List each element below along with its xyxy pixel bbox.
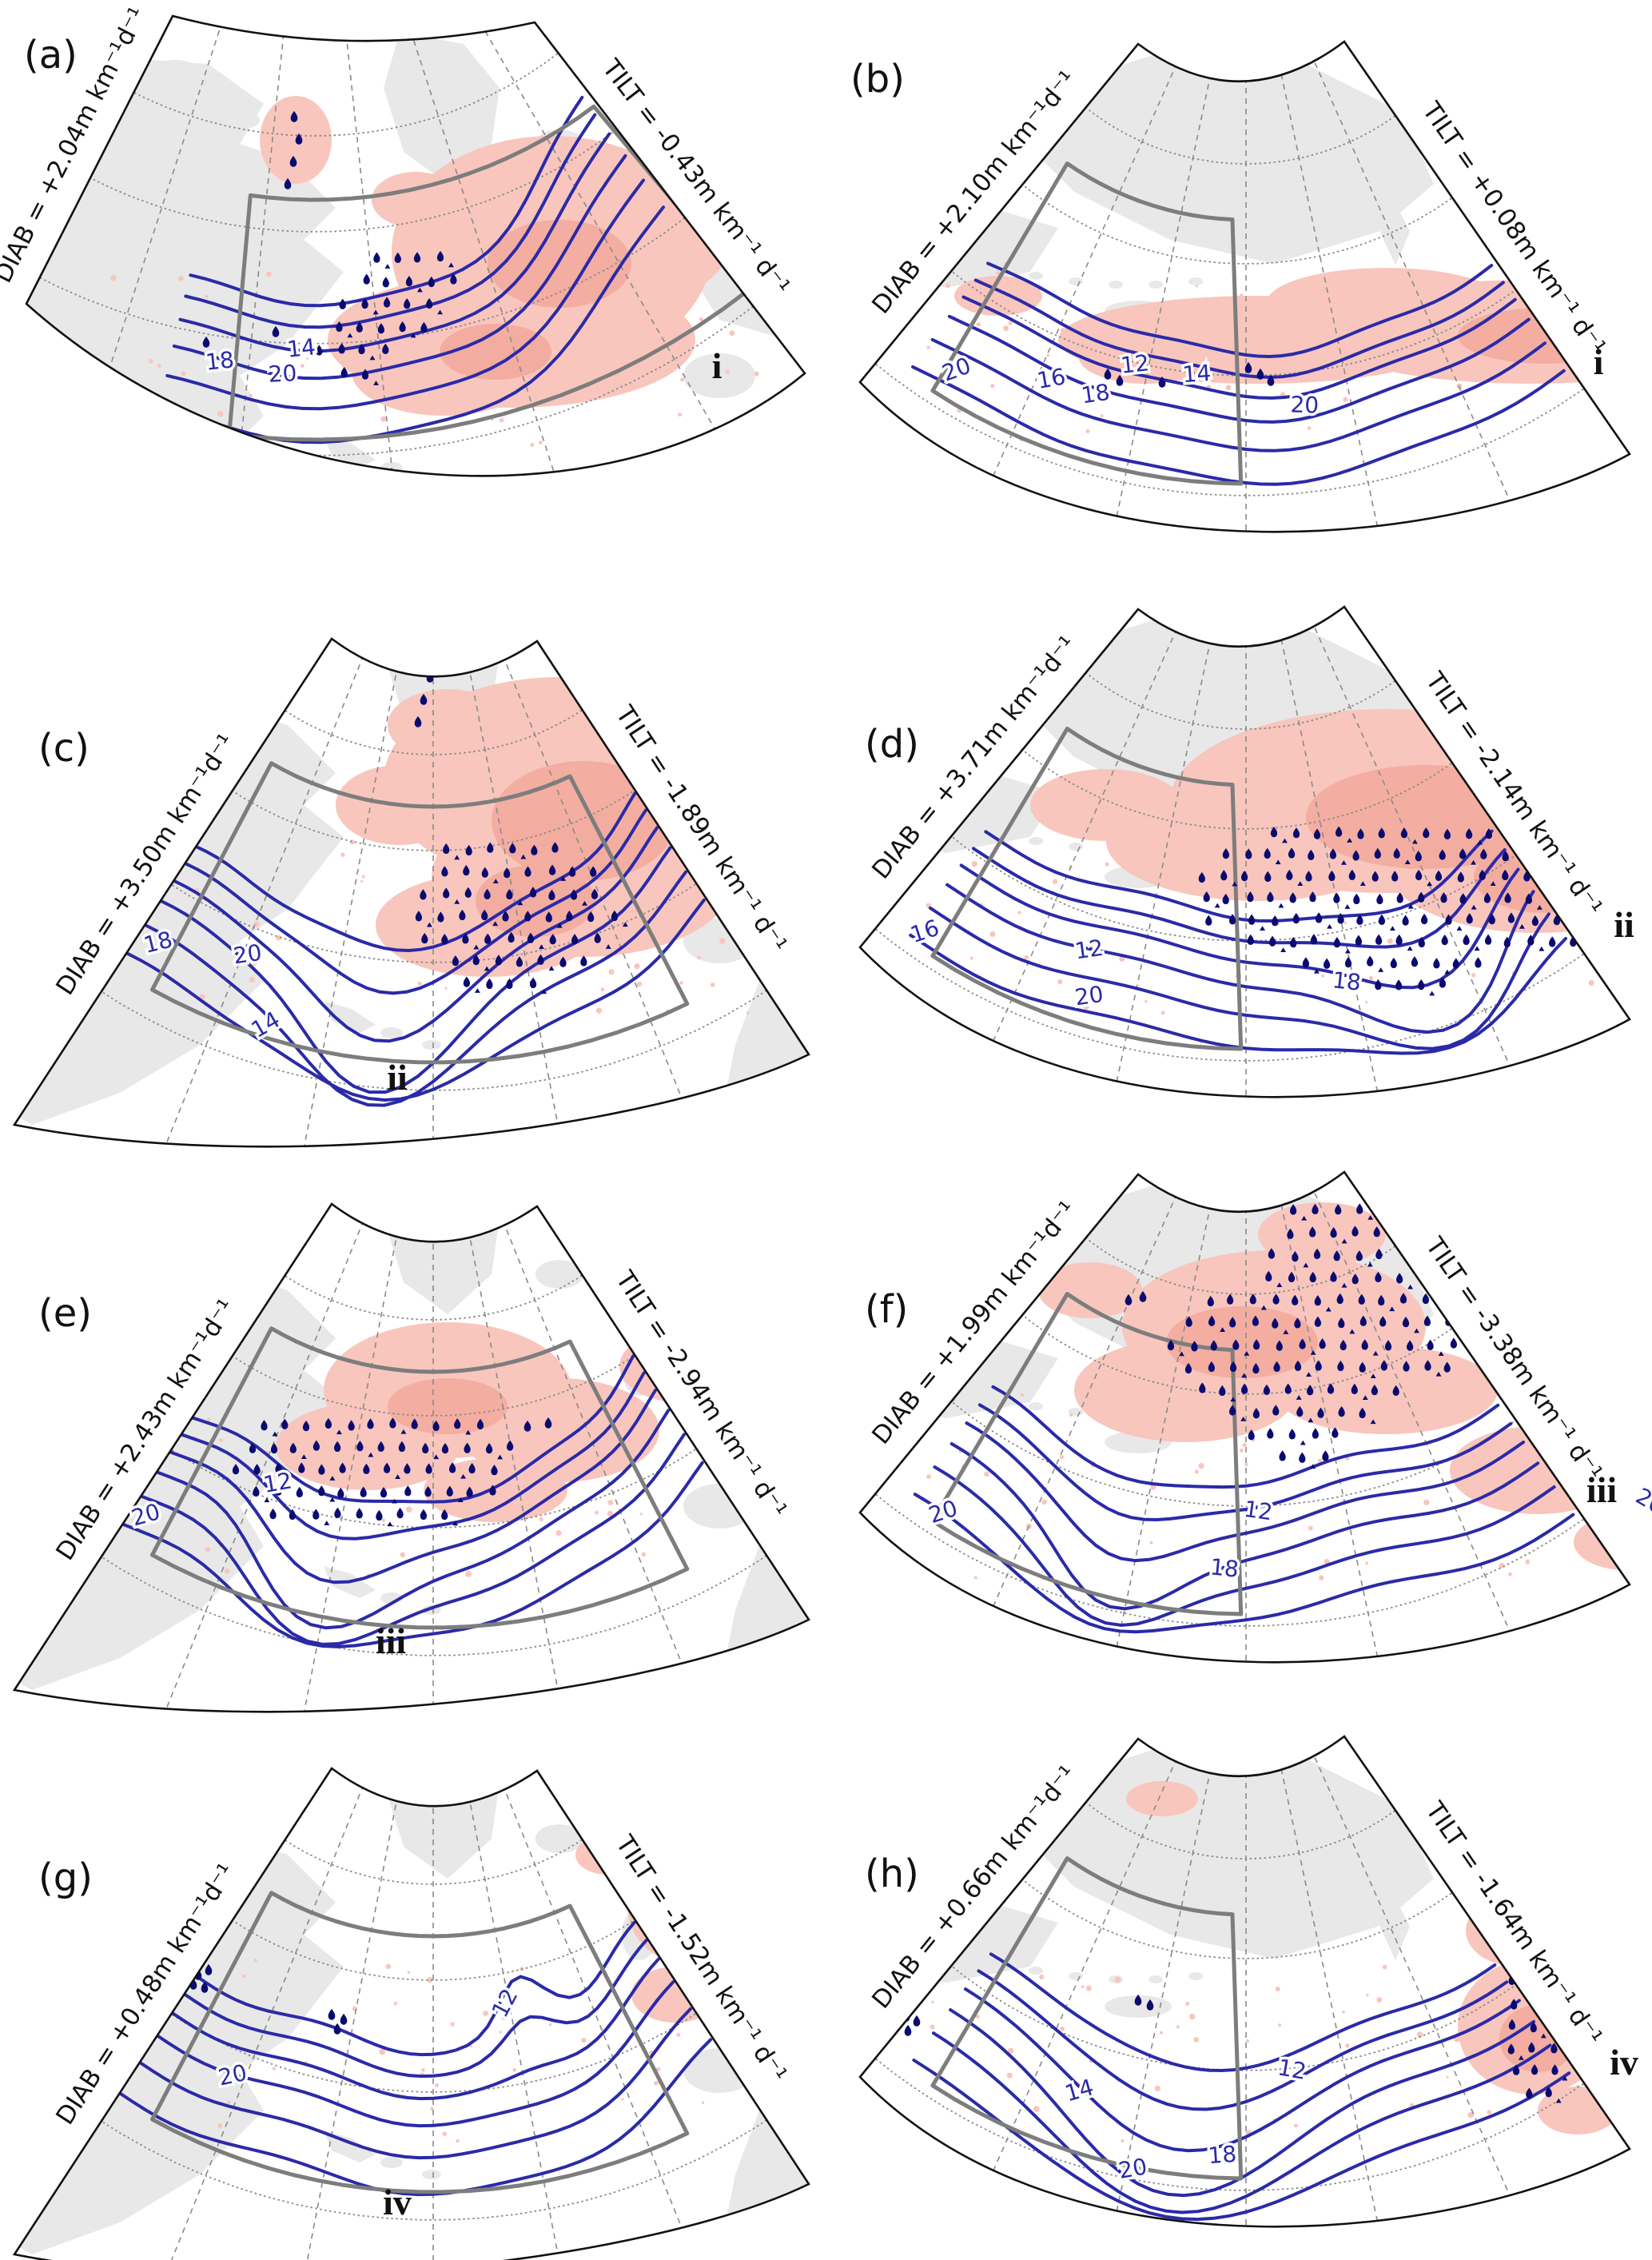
map-frame (858, 40, 1631, 533)
height-contours (913, 1385, 1575, 1634)
contour-label: 12 (1073, 935, 1105, 965)
contour-label: 12 (261, 1467, 294, 1498)
panel-d: 16 12 20 18 (d) DIAB = +3.71m km⁻¹d⁻¹ TILT = -… (826, 565, 1652, 1130)
pink-shading-dark (388, 1378, 508, 1434)
map-frame (12, 1202, 810, 1713)
map-frame (25, 14, 806, 477)
panel-a: 14 18 20 (a) DIAB = +2.04m km⁻¹d⁻¹ TILT = -0.… (0, 0, 826, 565)
significance-markers (202, 110, 457, 385)
analysis-domain-box (150, 1891, 690, 2194)
contour-label: 18 (1207, 2141, 1237, 2169)
map-frame (12, 1767, 810, 2260)
cluster-roman-label: ii (1614, 904, 1634, 945)
height-contours (157, 95, 665, 444)
significance-markers (414, 648, 628, 994)
contour-label: 12 (1242, 1496, 1274, 1526)
contour-label: 20 (1290, 391, 1320, 418)
contour-label: 20 (268, 360, 297, 388)
contour-label: 18 (1332, 967, 1363, 996)
panel-letter: (d) (865, 722, 919, 767)
height-contours (121, 1354, 704, 1648)
contour-label: 12 (1120, 349, 1151, 379)
map-frame (12, 637, 810, 1148)
significance-markers (232, 1417, 552, 1527)
cluster-roman-label: iv (1610, 2042, 1638, 2083)
contour-label: 12 (1276, 2054, 1308, 2085)
height-contours (125, 791, 706, 1107)
analysis-domain-box (150, 761, 690, 1065)
cluster-roman-label: i (712, 345, 723, 386)
map-frame (858, 1735, 1631, 2228)
contour-label: 16 (1035, 363, 1068, 394)
pink-shading-dark (1166, 1306, 1318, 1378)
analysis-domain-box (150, 1326, 690, 1630)
analysis-domain-box (930, 1292, 1244, 1616)
contour-label: 14 (1181, 360, 1212, 388)
contour-label: 18 (1080, 379, 1112, 409)
panel-e: 12 20 (e) DIAB = +2.43m km⁻¹d⁻¹ TILT = -2.94… (0, 1130, 826, 1713)
panel-letter: (e) (38, 1291, 92, 1336)
contour-label: 20 (1117, 2153, 1149, 2184)
panel-letter: (b) (850, 57, 905, 102)
contour-label: 20 (232, 939, 264, 970)
height-contours (119, 1920, 713, 2197)
analysis-domain-box (930, 727, 1244, 1051)
contour-label: 14 (286, 333, 317, 363)
cluster-roman-label: iii (376, 1620, 407, 1661)
panel-g: 12 20 (g) DIAB = +0.48m km⁻¹d⁻¹ TILT = -1.52… (0, 1695, 826, 2260)
analysis-domain-box (930, 161, 1244, 486)
analysis-domain-box (930, 1856, 1244, 2181)
contour-label: 18 (1209, 1553, 1240, 1583)
contour-label: 20 (1073, 981, 1105, 1011)
map-frame (858, 605, 1631, 1098)
panel-letter: (c) (38, 726, 90, 771)
panel-b: 20 16 18 12 14 20 (b) DIAB = +2.10m km⁻¹d⁻¹ TILT… (826, 0, 1652, 565)
panel-h: 14 20 18 12 (h) DIAB = +0.66m km⁻¹d⁻¹ TILT = -… (826, 1695, 1652, 2260)
pink-shading-dark (440, 220, 631, 380)
panel-letter: (f) (865, 1287, 908, 1332)
cluster-roman-label: iv (383, 2182, 412, 2222)
panel-f: 20 12 18 20 (f) DIAB = +1.99m km⁻¹d⁻¹ TILT = -… (826, 1130, 1652, 1696)
cluster-roman-label: i (1594, 341, 1604, 382)
panel-c: 18 20 14 (c) DIAB = +3.50m km⁻¹d⁻¹ TILT = -1.… (0, 565, 826, 1148)
panel-letter: (g) (38, 1855, 93, 1900)
panel-letter: (a) (24, 33, 78, 78)
map-frame (858, 1170, 1631, 1664)
contour-label: 20 (1631, 1483, 1652, 1520)
cluster-roman-label: ii (387, 1057, 408, 1098)
cluster-roman-label: iii (1586, 1469, 1618, 1510)
contour-label: 18 (205, 346, 236, 376)
panel-letter: (h) (865, 1851, 919, 1896)
